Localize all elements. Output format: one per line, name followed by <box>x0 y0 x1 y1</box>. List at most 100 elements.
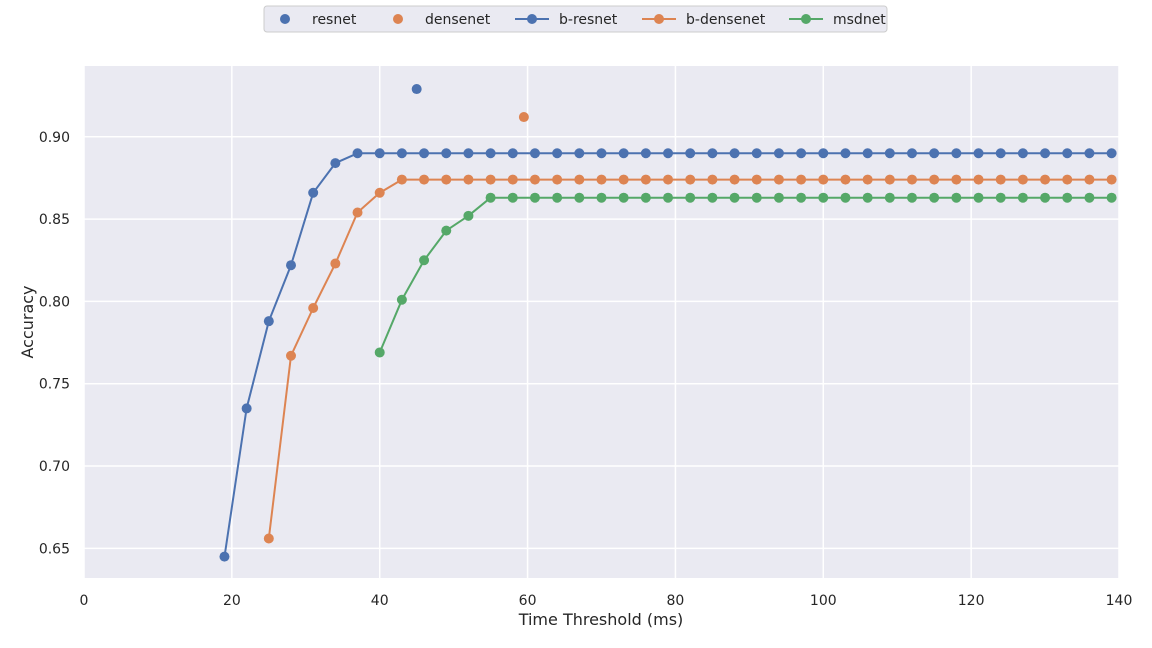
data-point-b-resnet <box>884 148 895 159</box>
data-point-msdnet <box>796 192 807 203</box>
x-tick-label: 60 <box>519 593 537 609</box>
x-tick-label: 80 <box>667 593 685 609</box>
data-point-msdnet <box>840 192 851 203</box>
data-point-b-densenet <box>286 350 296 361</box>
legend-label: densenet <box>425 12 491 28</box>
data-point-b-resnet <box>1040 148 1051 159</box>
legend-entry-b-densenet: b-densenet <box>642 12 766 28</box>
data-point-b-resnet <box>751 148 762 159</box>
data-point-b-resnet <box>862 148 873 159</box>
data-point-msdnet <box>1040 192 1051 203</box>
data-point-msdnet <box>596 192 607 203</box>
data-point-b-densenet <box>352 207 363 218</box>
data-point-b-resnet <box>1062 148 1073 159</box>
data-point-b-resnet <box>263 316 274 327</box>
data-point-densenet <box>518 112 529 123</box>
data-point-msdnet <box>396 294 407 305</box>
y-tick-label: 0.80 <box>39 294 70 310</box>
data-point-b-resnet <box>818 148 829 159</box>
legend-entry-b-resnet: b-resnet <box>515 12 618 28</box>
data-point-b-densenet <box>330 258 341 269</box>
data-point-msdnet <box>751 192 762 203</box>
data-point-msdnet <box>973 192 984 203</box>
data-point-b-densenet <box>308 303 319 314</box>
legend-label: msdnet <box>833 12 886 28</box>
data-point-b-resnet <box>330 158 341 169</box>
data-point-b-densenet <box>529 174 540 185</box>
data-point-msdnet <box>818 192 829 203</box>
data-point-b-resnet <box>219 551 230 562</box>
legend-marker <box>527 14 537 24</box>
data-point-b-densenet <box>419 174 430 185</box>
y-tick-label: 0.90 <box>39 130 70 146</box>
data-point-b-densenet <box>618 174 629 185</box>
data-point-msdnet <box>419 255 430 266</box>
data-point-b-densenet <box>1084 174 1095 185</box>
data-point-b-resnet <box>796 148 807 159</box>
data-point-b-densenet <box>1106 174 1117 185</box>
data-point-b-resnet <box>973 148 984 159</box>
x-tick-label: 40 <box>371 593 389 609</box>
data-point-b-densenet <box>507 174 518 185</box>
data-point-b-densenet <box>929 174 940 185</box>
data-point-b-densenet <box>1017 174 1028 185</box>
data-point-msdnet <box>1062 192 1073 203</box>
data-point-b-resnet <box>352 148 363 159</box>
data-point-b-densenet <box>818 174 829 185</box>
data-point-b-resnet <box>441 148 452 159</box>
data-point-msdnet <box>618 192 629 203</box>
data-point-b-densenet <box>1062 174 1073 185</box>
data-point-b-densenet <box>862 174 873 185</box>
data-point-msdnet <box>729 192 740 203</box>
data-point-msdnet <box>929 192 940 203</box>
data-point-b-densenet <box>685 174 696 185</box>
data-point-msdnet <box>707 192 718 203</box>
legend-marker <box>654 14 664 24</box>
data-point-msdnet <box>951 192 962 203</box>
data-point-b-densenet <box>374 187 385 198</box>
data-point-b-resnet <box>995 148 1006 159</box>
x-ticks: 0 20 40 60 80 100 120 140 <box>80 593 1133 609</box>
data-point-b-resnet <box>1084 148 1095 159</box>
data-point-msdnet <box>995 192 1006 203</box>
data-point-msdnet <box>884 192 895 203</box>
data-point-msdnet <box>1106 192 1117 203</box>
data-point-b-resnet <box>640 148 651 159</box>
series-layer <box>219 84 1117 562</box>
data-point-b-densenet <box>663 174 674 185</box>
data-point-msdnet <box>485 192 496 203</box>
data-point-b-resnet <box>463 148 474 159</box>
data-point-b-resnet <box>663 148 674 159</box>
data-point-b-resnet <box>241 403 252 414</box>
legend-marker <box>280 14 290 24</box>
data-point-b-densenet <box>1040 174 1051 185</box>
data-point-b-densenet <box>596 174 607 185</box>
y-tick-label: 0.75 <box>39 377 70 393</box>
data-point-b-resnet <box>618 148 629 159</box>
data-point-b-resnet <box>773 148 784 159</box>
data-point-msdnet <box>1017 192 1028 203</box>
y-ticks: 0.65 0.70 0.75 0.80 0.85 0.90 <box>39 130 70 558</box>
data-point-b-densenet <box>840 174 851 185</box>
data-point-b-resnet <box>951 148 962 159</box>
data-point-b-resnet <box>286 260 296 271</box>
series-msdnet <box>374 192 1117 358</box>
legend-entry-resnet: resnet <box>280 12 357 28</box>
data-point-b-resnet <box>374 148 385 159</box>
data-point-msdnet <box>1084 192 1095 203</box>
data-point-b-densenet <box>796 174 807 185</box>
legend-marker <box>393 14 403 24</box>
legend-marker <box>801 14 811 24</box>
legend-label: b-densenet <box>686 12 766 28</box>
data-point-b-resnet <box>485 148 496 159</box>
y-axis-label: Accuracy <box>18 285 37 358</box>
legend-box <box>263 5 888 33</box>
data-point-msdnet <box>640 192 651 203</box>
data-point-b-densenet <box>485 174 496 185</box>
data-point-b-resnet <box>596 148 607 159</box>
data-point-b-densenet <box>574 174 585 185</box>
data-point-b-densenet <box>729 174 740 185</box>
data-point-b-resnet <box>308 187 319 198</box>
data-point-b-resnet <box>574 148 585 159</box>
